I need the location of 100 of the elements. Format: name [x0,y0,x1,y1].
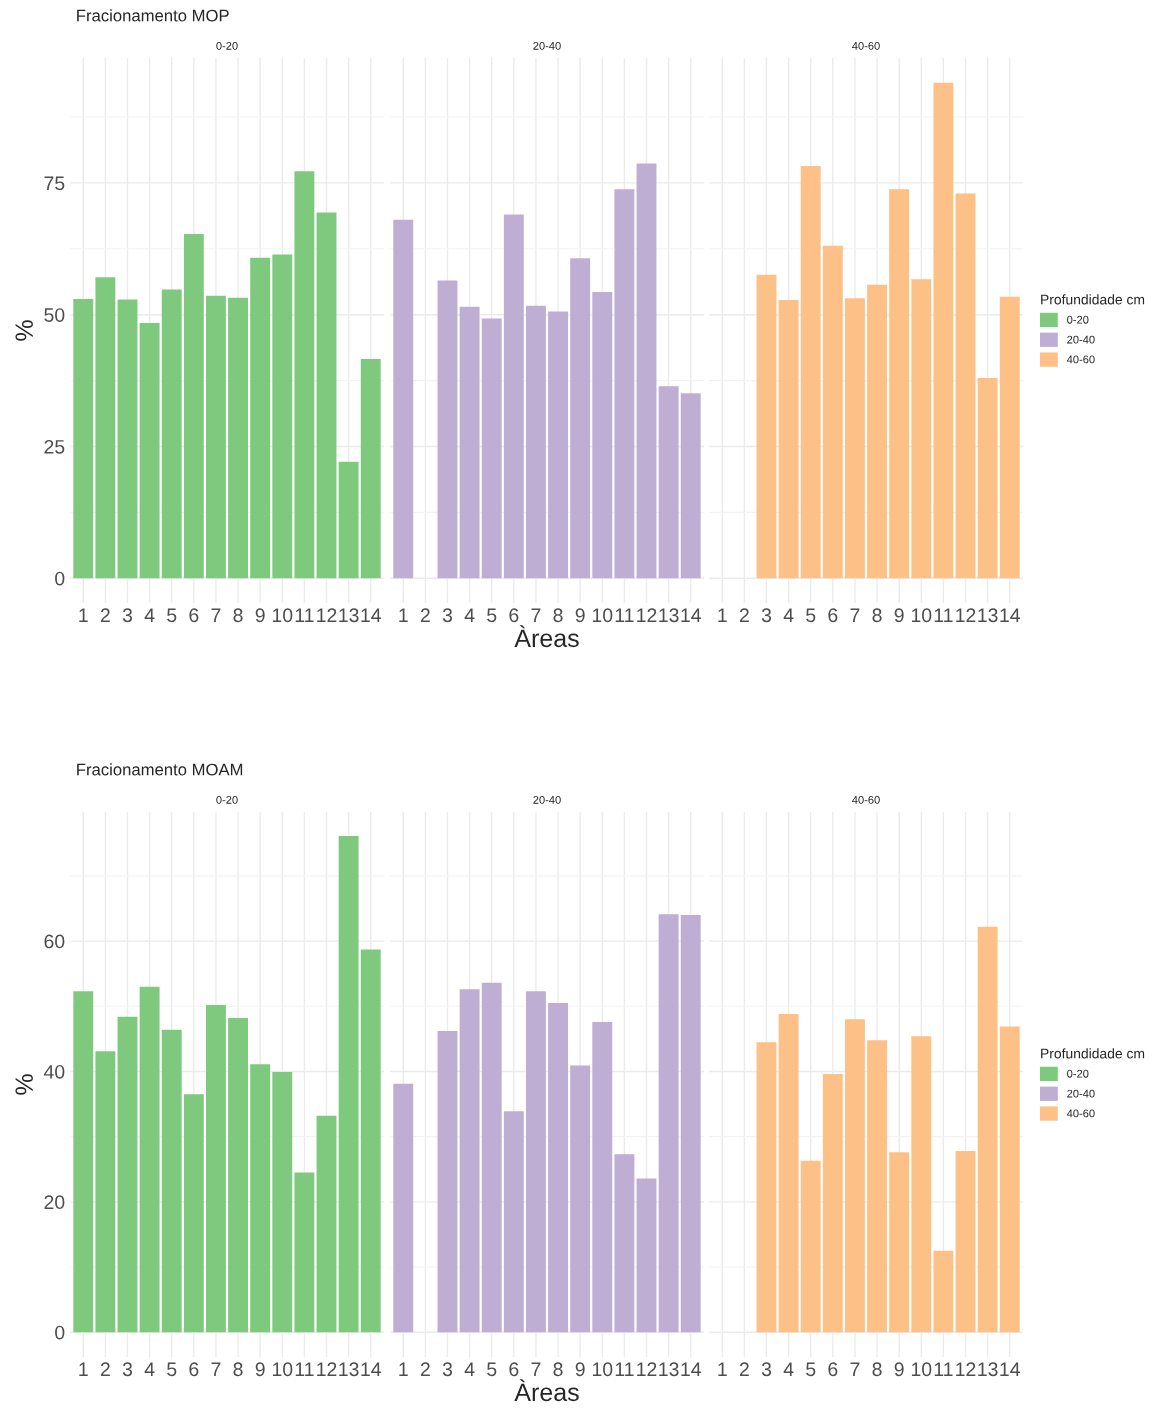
legend-label: 40-60 [1066,1109,1095,1118]
y-axis-title: % [15,1074,33,1095]
bar [437,1031,458,1333]
x-tick-label: 6 [509,608,519,623]
bar [658,914,679,1333]
bar [525,305,546,579]
bar [117,299,138,579]
x-tick-label: 3 [761,1362,772,1377]
x-tick-label: 4 [144,1362,155,1376]
x-tick-label: 7 [211,1362,221,1376]
chart-title: Fracionamento MOAM [77,763,243,776]
x-tick-label: 13 [978,1362,998,1377]
bar [999,296,1020,579]
x-tick-label: 6 [189,608,199,623]
x-tick-label: 10 [911,608,932,623]
x-tick-label: 12 [317,1362,337,1376]
bar [139,323,160,579]
bar [360,949,381,1333]
x-tick-label: 7 [531,608,541,622]
bar [867,284,888,579]
x-tick-label: 3 [442,1362,453,1377]
chart-title: Fracionamento MOP [77,9,229,22]
bar [844,298,865,579]
bar [95,277,116,579]
x-tick-label: 5 [167,1362,177,1377]
bar [316,212,337,579]
bar [999,1026,1020,1333]
bar [250,257,271,579]
bar [548,311,569,579]
bar [977,926,998,1333]
bar [360,358,381,579]
y-tick-label: 50 [44,308,65,322]
bar [911,1036,932,1333]
bar [614,1154,635,1333]
x-axis-title: Àreas [514,1379,579,1402]
x-tick-label: 1 [718,608,727,622]
bar [73,991,94,1333]
x-tick-label: 14 [1000,608,1020,622]
x-tick-label: 6 [189,1362,199,1377]
x-tick-label: 6 [828,1362,838,1377]
legend-label: 40-60 [1066,355,1095,364]
bar [977,377,998,579]
x-tick-label: 14 [361,1362,381,1376]
x-tick-label: 6 [509,1362,519,1377]
x-tick-label: 9 [575,1362,585,1377]
x-tick-label: 9 [894,1362,904,1377]
x-tick-label: 2 [420,1362,430,1376]
legend-title: Profundidade cm [1041,1048,1145,1059]
bar [228,297,249,579]
x-tick-label: 8 [872,608,882,623]
bar [778,299,799,579]
x-tick-label: 5 [806,608,816,623]
y-tick-label: 40 [43,1064,65,1079]
bar [756,274,777,579]
y-tick-label: 0 [55,1325,65,1340]
x-tick-label: 2 [739,608,749,622]
x-tick-label: 4 [144,608,155,622]
bar [272,1072,293,1333]
chart-subtitle: 40-60 [852,795,880,804]
bar [911,279,932,579]
x-tick-label: 10 [592,608,613,623]
bar [822,245,843,579]
bar [183,1094,204,1333]
bar [503,214,524,579]
x-tick-label: 9 [255,1362,265,1377]
bar [525,991,546,1333]
x-tick-label: 11 [615,608,634,622]
x-tick-label: 4 [783,608,794,622]
bar [117,1016,138,1333]
x-tick-label: 13 [339,608,359,623]
bar [778,1014,799,1333]
x-tick-label: 8 [553,608,563,623]
x-tick-label: 1 [399,608,408,622]
x-tick-label: 1 [79,608,88,622]
bar [800,166,821,579]
legend-title: Profundidade cm [1041,294,1145,305]
x-tick-label: 4 [464,1362,475,1376]
x-tick-label: 10 [272,1362,293,1377]
chart-subtitle: 0-20 [216,795,238,804]
bar [294,1172,315,1333]
x-tick-label: 1 [399,1362,408,1376]
bar [955,1151,976,1333]
bar [822,1074,843,1333]
y-tick-label: 60 [44,934,65,949]
x-tick-label: 2 [420,608,430,622]
x-tick-label: 10 [911,1362,932,1377]
bar [183,234,204,579]
bar [205,295,226,579]
x-tick-label: 8 [233,1362,243,1377]
x-tick-label: 8 [233,608,243,623]
x-tick-label: 14 [361,608,381,622]
y-tick-label: 0 [55,571,65,586]
x-tick-label: 5 [806,1362,816,1377]
x-tick-label: 4 [783,1362,794,1376]
chart-subtitle: 40-60 [852,41,880,50]
bar [933,82,954,579]
bar [228,1018,249,1333]
bar [680,915,701,1333]
x-tick-label: 8 [872,1362,882,1377]
x-tick-label: 12 [317,608,337,622]
